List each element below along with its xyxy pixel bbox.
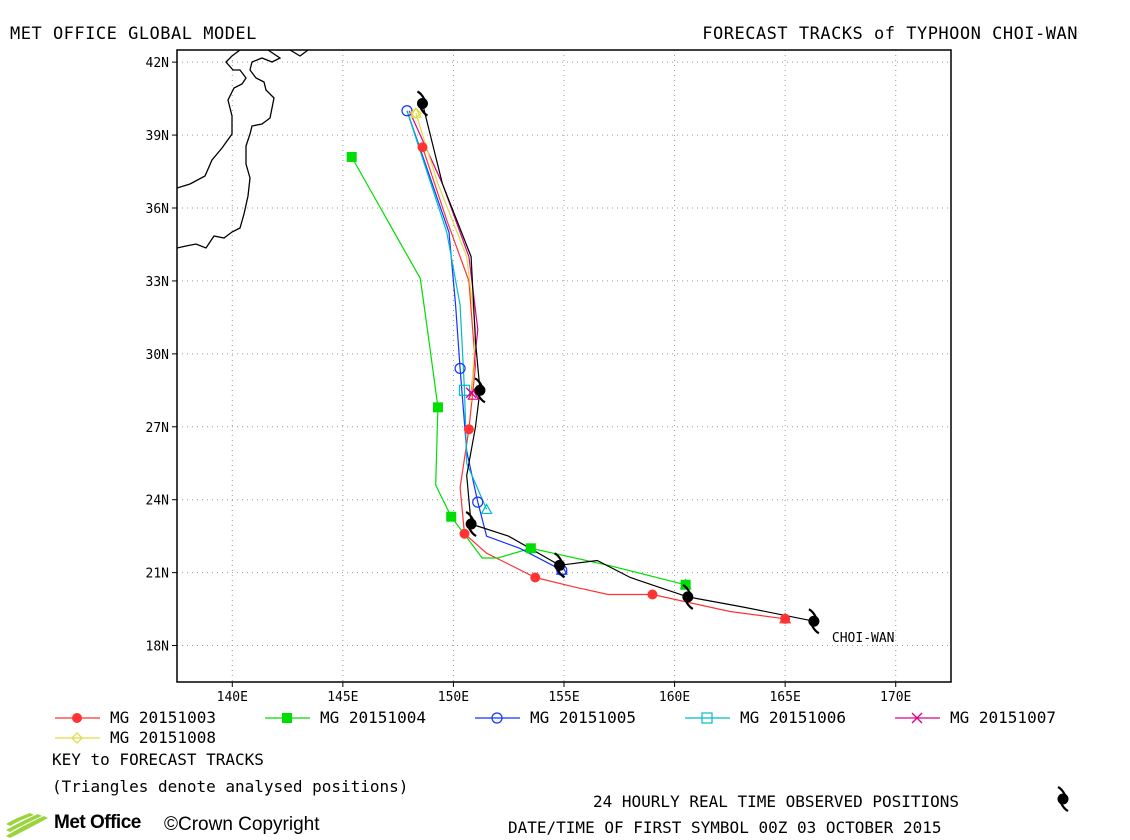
legend-label-mg20151006: MG 20151006 bbox=[740, 708, 846, 727]
analysed-triangle-0 bbox=[779, 612, 792, 624]
observed-position-4 bbox=[474, 377, 486, 404]
y-tick-label-33N: 33N bbox=[146, 275, 169, 290]
marker-mg-20151003-0 bbox=[780, 613, 791, 624]
observed-position-5 bbox=[416, 90, 429, 117]
y-tick-label-24N: 24N bbox=[146, 494, 169, 509]
grid bbox=[177, 50, 951, 682]
x-tick-label-145E: 145E bbox=[327, 690, 358, 705]
observed-position-0 bbox=[808, 608, 820, 635]
footer-key-title: KEY to FORECAST TRACKS bbox=[52, 750, 264, 769]
met-office-logo-text: Met Office bbox=[54, 812, 141, 833]
marker-mg-20151003-2 bbox=[530, 572, 541, 583]
track-line-mg-20151004 bbox=[351, 156, 686, 586]
legend-label-mg20151005: MG 20151005 bbox=[530, 708, 636, 727]
marker-mg-20151004-3 bbox=[432, 402, 443, 413]
marker-mg-20151004-2 bbox=[446, 511, 457, 522]
x-tick-label-160E: 160E bbox=[659, 690, 690, 705]
marker-mg-20151004-1 bbox=[525, 543, 536, 554]
y-tick-label-36N: 36N bbox=[146, 202, 169, 217]
storm-label: CHOI-WAN bbox=[832, 631, 895, 646]
forecast-tracks bbox=[351, 103, 815, 622]
analysed-triangle-5 bbox=[409, 106, 422, 118]
y-tick-label-18N: 18N bbox=[146, 640, 169, 655]
legend-symbols bbox=[55, 712, 940, 744]
legend-marker-5 bbox=[71, 732, 83, 744]
japan-coastline bbox=[177, 50, 282, 249]
x-tick-label-150E: 150E bbox=[438, 690, 469, 705]
marker-mg-20151005-1 bbox=[472, 496, 484, 508]
forecast-markers bbox=[346, 90, 820, 635]
header-right-title: FORECAST TRACKS of TYPHOON CHOI-WAN bbox=[702, 24, 1078, 44]
track-line-mg-20151003 bbox=[421, 147, 786, 620]
axes: 140E 145E 150E 155E 160E 165E 170E 18N 21N 24N 27N… bbox=[146, 56, 912, 705]
marker-mg-20151003-5 bbox=[417, 142, 428, 153]
x-tick-label-170E: 170E bbox=[880, 690, 911, 705]
legend-marker-3 bbox=[701, 712, 713, 724]
analysed-triangle-3 bbox=[480, 503, 493, 515]
crown-copyright: ©Crown Copyright bbox=[164, 814, 320, 835]
track-line-mg-20151006 bbox=[406, 110, 488, 510]
footer-triangles-note: (Triangles denote analysed positions) bbox=[52, 777, 409, 796]
hokkaido-coastline bbox=[276, 50, 309, 57]
observed-track-line bbox=[421, 103, 815, 622]
marker-mg-20151004-0 bbox=[680, 579, 691, 590]
footer-datetime: DATE/TIME OF FIRST SYMBOL 00Z 03 OCTOBER… bbox=[508, 818, 942, 837]
legend-marker-0 bbox=[72, 713, 82, 723]
x-tick-label-140E: 140E bbox=[217, 690, 248, 705]
observed-position-1 bbox=[682, 583, 694, 610]
legend-label-mg20151008: MG 20151008 bbox=[110, 728, 216, 747]
coastline bbox=[177, 50, 309, 249]
legend-marker-2 bbox=[491, 712, 503, 724]
x-tick-label-165E: 165E bbox=[769, 690, 800, 705]
legend-label-mg20151004: MG 20151004 bbox=[320, 708, 426, 727]
marker-mg-20151005-3 bbox=[401, 105, 413, 117]
y-tick-label-21N: 21N bbox=[146, 567, 169, 582]
marker-mg-20151007-0 bbox=[465, 387, 477, 399]
marker-mg-20151005-2 bbox=[454, 362, 466, 375]
legend-label-mg20151003: MG 20151003 bbox=[110, 708, 216, 727]
marker-mg-20151003-4 bbox=[463, 424, 474, 435]
header-left-title: MET OFFICE GLOBAL MODEL bbox=[10, 24, 257, 44]
x-tick-label-155E: 155E bbox=[548, 690, 579, 705]
observed-position-2 bbox=[554, 552, 566, 579]
analysed-triangle-4 bbox=[467, 388, 480, 400]
y-tick-label-42N: 42N bbox=[146, 56, 169, 71]
track-line-mg-20151005 bbox=[406, 110, 563, 571]
y-tick-label-30N: 30N bbox=[146, 348, 169, 363]
y-tick-label-39N: 39N bbox=[146, 129, 169, 144]
marker-mg-20151004-4 bbox=[346, 151, 357, 162]
legend-marker-1 bbox=[282, 713, 292, 723]
footer-observed-note: 24 HOURLY REAL TIME OBSERVED POSITIONS bbox=[593, 792, 960, 811]
analysed-triangle-1 bbox=[679, 578, 692, 590]
track-line-mg-20151007 bbox=[408, 110, 479, 393]
legend-label-mg20151007: MG 20151007 bbox=[950, 708, 1056, 727]
met-office-logo: Met Office ©Crown Copyright bbox=[4, 812, 424, 840]
marker-mg-20151003-3 bbox=[459, 528, 470, 539]
observed-position-3 bbox=[465, 511, 477, 537]
y-tick-label-27N: 27N bbox=[146, 421, 169, 436]
marker-mg-20151003-1 bbox=[647, 589, 658, 600]
legend-marker-4 bbox=[911, 712, 923, 724]
legend: MG 20151003 MG 20151004 MG 20151005 MG 2… bbox=[0, 708, 1130, 748]
footer-observed-symbol bbox=[1057, 786, 1069, 812]
track-line-mg-20151008 bbox=[415, 113, 477, 403]
met-office-wave-icon bbox=[6, 813, 48, 838]
marker-mg-20151008-0 bbox=[409, 107, 422, 120]
